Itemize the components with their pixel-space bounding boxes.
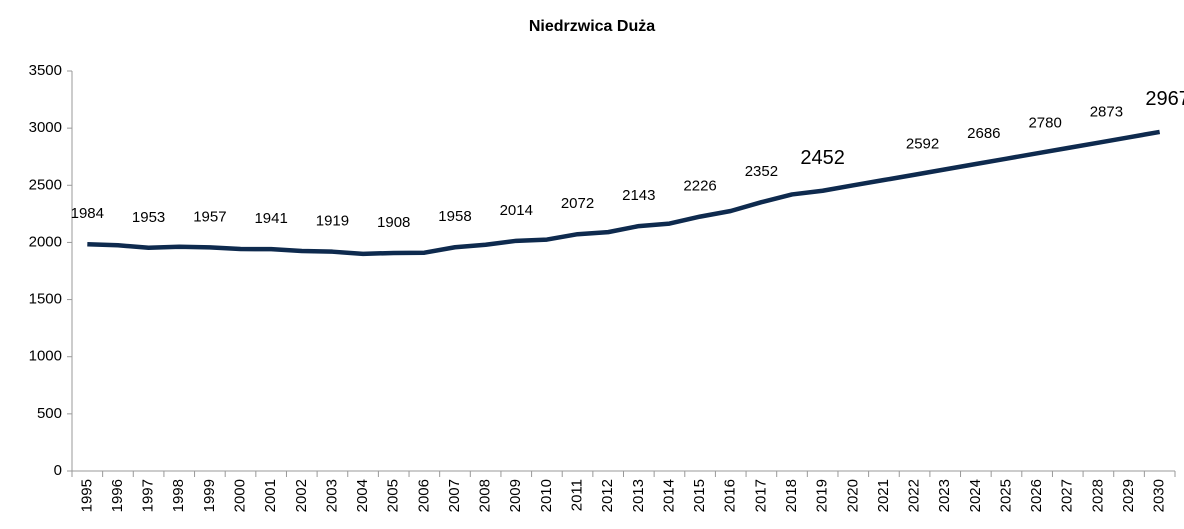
data-label: 2592 bbox=[906, 136, 939, 153]
x-tick-label: 2021 bbox=[875, 479, 892, 512]
x-tick-label: 2020 bbox=[844, 479, 861, 512]
data-label: 1919 bbox=[316, 213, 349, 230]
y-tick-label: 3000 bbox=[29, 119, 62, 136]
x-tick-label: 2030 bbox=[1151, 479, 1168, 512]
y-tick-label: 0 bbox=[54, 462, 62, 479]
data-label: 1908 bbox=[377, 214, 410, 231]
y-tick-label: 2000 bbox=[29, 233, 62, 250]
x-tick-label: 2007 bbox=[446, 479, 463, 512]
x-tick-label: 2027 bbox=[1059, 479, 1076, 512]
data-label: 1941 bbox=[254, 210, 287, 227]
y-tick-label: 3500 bbox=[29, 62, 62, 79]
data-label: 2967 bbox=[1145, 88, 1184, 110]
x-tick-label: 1996 bbox=[109, 479, 126, 512]
x-tick-label: 2008 bbox=[477, 479, 494, 512]
x-tick-label: 2012 bbox=[599, 479, 616, 512]
x-tick-label: 2028 bbox=[1089, 479, 1106, 512]
data-label: 2780 bbox=[1028, 114, 1061, 131]
data-label: 2452 bbox=[800, 147, 845, 169]
x-tick-label: 2002 bbox=[293, 479, 310, 512]
data-label: 2226 bbox=[683, 178, 716, 195]
x-tick-label: 2000 bbox=[231, 479, 248, 512]
x-tick-label: 2003 bbox=[323, 479, 340, 512]
data-label: 2014 bbox=[500, 202, 533, 219]
x-tick-label: 2023 bbox=[936, 479, 953, 512]
data-label: 2873 bbox=[1090, 104, 1123, 121]
chart-title: Niedrzwica Duża bbox=[529, 18, 655, 35]
x-tick-label: 2009 bbox=[507, 479, 524, 512]
x-tick-label: 2018 bbox=[783, 479, 800, 512]
data-label: 2686 bbox=[967, 125, 1000, 142]
x-tick-label: 2015 bbox=[691, 479, 708, 512]
x-tick-label: 1995 bbox=[78, 479, 95, 512]
x-tick-label: 2014 bbox=[660, 479, 677, 512]
x-tick-label: 1997 bbox=[140, 479, 157, 512]
data-label: 2143 bbox=[622, 187, 655, 204]
x-tick-label: 1998 bbox=[170, 479, 187, 512]
data-label: 2352 bbox=[745, 163, 778, 180]
data-label: 1957 bbox=[193, 208, 226, 225]
data-label: 1958 bbox=[438, 208, 471, 225]
data-label: 1953 bbox=[132, 209, 165, 226]
data-line bbox=[87, 129, 1161, 257]
x-tick-label: 2006 bbox=[415, 479, 432, 512]
x-tick-label: 2017 bbox=[752, 479, 769, 512]
x-tick-label: 1999 bbox=[201, 479, 218, 512]
x-tick-label: 2022 bbox=[906, 479, 923, 512]
x-tick-label: 2025 bbox=[997, 479, 1014, 512]
x-tick-label: 2011 bbox=[569, 479, 586, 511]
x-tick-label: 2013 bbox=[630, 479, 647, 512]
y-tick-label: 1500 bbox=[29, 291, 62, 308]
x-tick-label: 2001 bbox=[262, 479, 279, 512]
x-tick-label: 2005 bbox=[385, 479, 402, 512]
y-tick-label: 2500 bbox=[29, 176, 62, 193]
data-label: 1984 bbox=[71, 205, 104, 222]
x-tick-label: 2004 bbox=[354, 479, 371, 512]
x-tick-label: 2029 bbox=[1120, 479, 1137, 512]
x-tick-label: 2024 bbox=[967, 479, 984, 512]
y-tick-label: 1000 bbox=[29, 348, 62, 365]
x-tick-label: 2026 bbox=[1028, 479, 1045, 512]
data-label: 2072 bbox=[561, 195, 594, 212]
x-tick-label: 2010 bbox=[538, 479, 555, 512]
x-tick-label: 2019 bbox=[814, 479, 831, 512]
x-tick-label: 2016 bbox=[722, 479, 739, 512]
y-tick-label: 500 bbox=[37, 405, 62, 422]
